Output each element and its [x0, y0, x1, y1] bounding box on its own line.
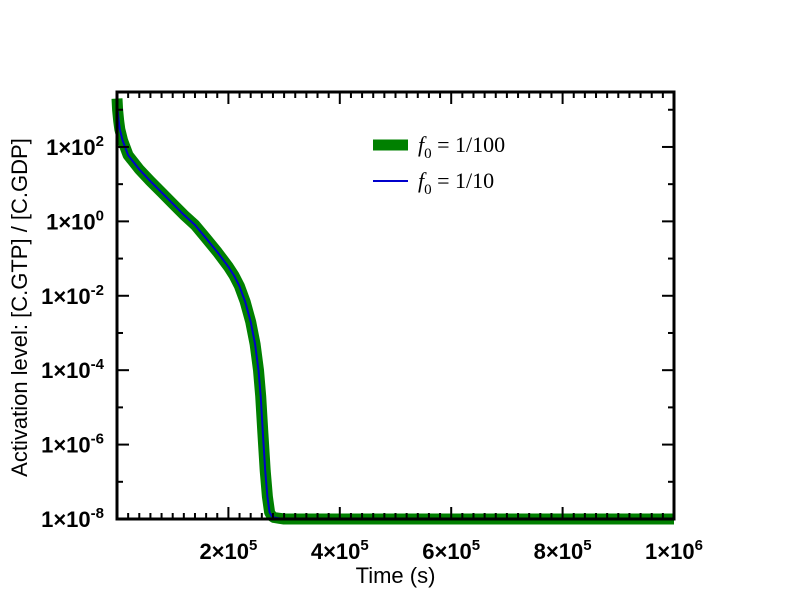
x-tick-label: 6×105 — [422, 537, 480, 564]
y-tick-label: 1×102 — [46, 133, 104, 160]
x-tick-label: 8×105 — [534, 537, 592, 564]
legend: f0 = 1/100 f0 = 1/10 — [373, 132, 505, 198]
series-line-2 — [116, 98, 674, 520]
legend-label-2: f0 = 1/10 — [418, 168, 494, 198]
y-tick-label: 1×10-8 — [41, 505, 104, 532]
y-tick-label: 1×10-6 — [41, 431, 104, 458]
series-line-1 — [111, 98, 674, 525]
tick-labels: 2×105 4×105 6×105 8×105 1×106 1×10-8 1×10-6 1×1… — [41, 133, 703, 564]
plot-frame — [115, 90, 676, 521]
series-layer — [111, 98, 674, 525]
y-tick-label: 1×10-4 — [41, 356, 105, 383]
x-tick-label: 2×105 — [199, 537, 257, 564]
tick-marks — [117, 92, 674, 520]
y-tick-label: 1×10-2 — [41, 282, 104, 309]
x-axis-title: Time (s) — [356, 563, 436, 588]
x-tick-label: 1×106 — [645, 537, 703, 564]
y-tick-label: 1×100 — [46, 207, 104, 234]
y-axis-title: Activation level: [C.GTP] / [C.GDP] — [7, 138, 32, 477]
legend-label-1: f0 = 1/100 — [418, 132, 505, 162]
x-tick-label: 4×105 — [311, 537, 369, 564]
